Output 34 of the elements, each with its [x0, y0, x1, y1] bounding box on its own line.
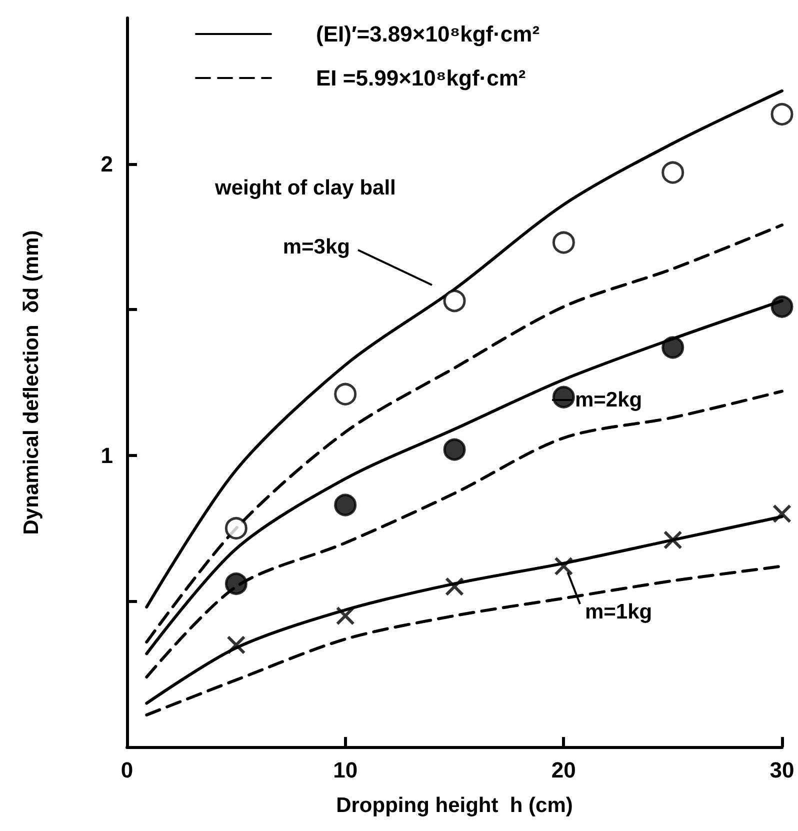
- line-series: [145, 224, 784, 644]
- annotation: weight of clay ball: [214, 176, 396, 200]
- point: [772, 504, 792, 524]
- point: [334, 494, 357, 516]
- y-axis-title: Dynamical deflection δd (mm): [20, 230, 43, 535]
- point: [443, 438, 466, 461]
- x-tick-label: 30: [770, 758, 794, 782]
- point: [552, 386, 575, 408]
- y-tick-label: 2: [100, 151, 113, 176]
- point: [224, 517, 248, 540]
- point: [662, 161, 684, 184]
- point: [770, 102, 794, 126]
- x-tick-label: 10: [333, 758, 358, 782]
- point: [226, 635, 246, 654]
- x-tick-label: 20: [551, 758, 576, 782]
- point: [334, 382, 357, 406]
- point: [554, 556, 574, 576]
- point: [663, 530, 682, 550]
- y-tick-label: 1: [100, 442, 113, 468]
- x-axis-title: Dropping height h (cm): [336, 794, 573, 817]
- point: [552, 231, 575, 254]
- point: [770, 295, 794, 318]
- point: [336, 606, 355, 626]
- annotation: m=3kg: [282, 236, 350, 258]
- point: [224, 572, 248, 595]
- annotation: m=1kg: [585, 600, 652, 624]
- line-series: [145, 390, 784, 679]
- legend-label: (EI)′=3.89×10⁸kgf·cm²: [316, 22, 540, 46]
- x-tick-label: 0: [120, 758, 134, 782]
- point: [445, 577, 464, 596]
- annotation: m=2kg: [575, 388, 642, 412]
- point: [443, 290, 466, 312]
- legend-label: EI =5.99×10⁸kgf·cm²: [316, 66, 526, 90]
- point: [662, 336, 684, 359]
